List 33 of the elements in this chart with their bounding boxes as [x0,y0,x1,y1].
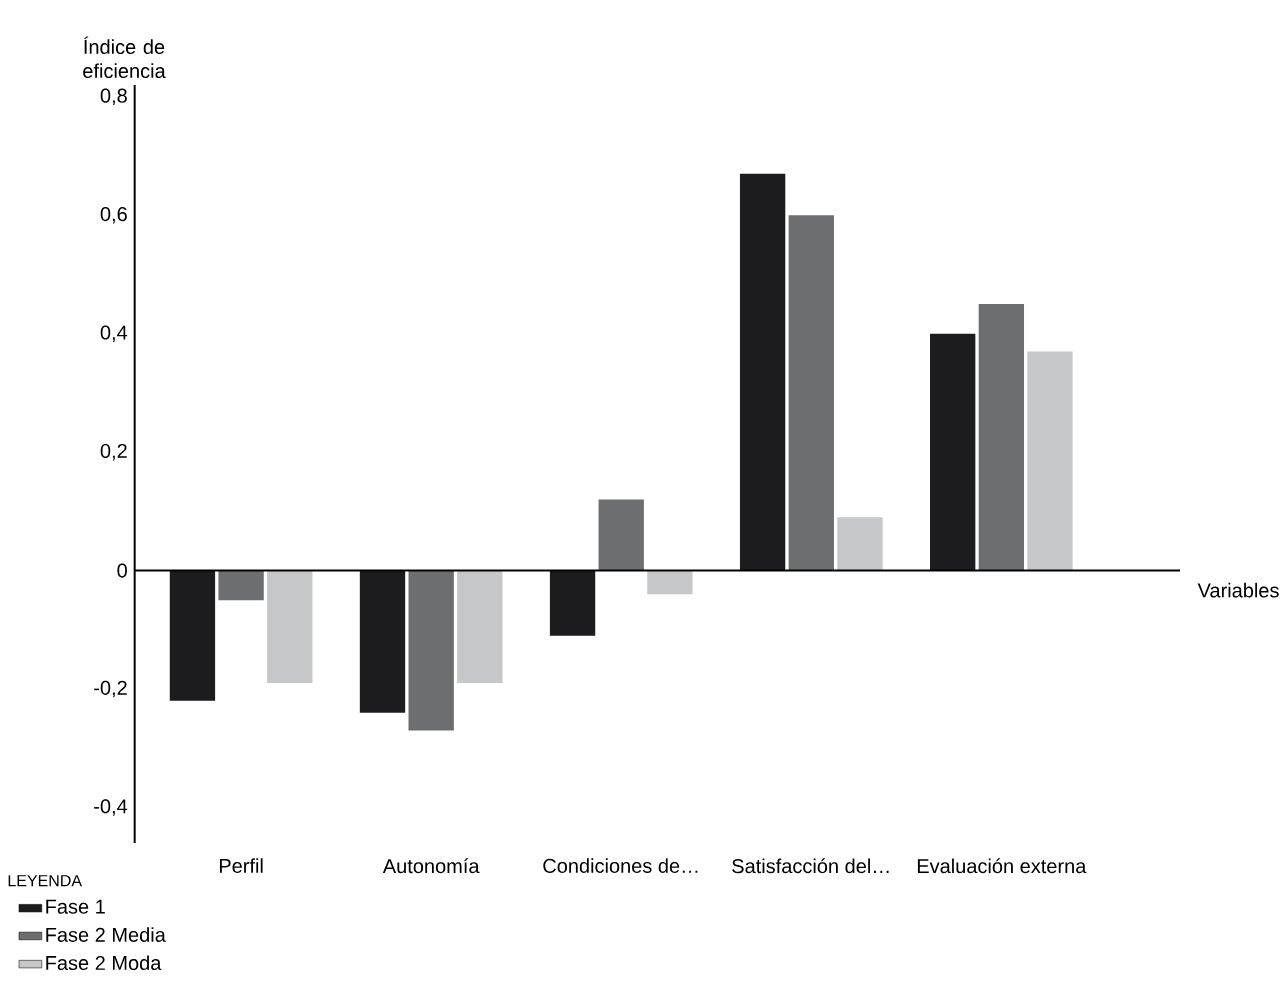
y-tick-label: 0 [117,563,127,578]
legend-label: Fase 2 Media [46,927,166,942]
legend-label: Fase 2 Moda [46,955,162,971]
x-axis-title: Variables [1197,582,1279,598]
legend-title: LEYENDA [8,875,83,887]
y-tick-label: 0,2 [100,443,127,461]
bar [549,570,596,636]
y-tick-label: -0,2 [94,680,127,698]
bar [978,304,1025,571]
bar [408,570,454,731]
bar [930,333,976,571]
x-tick-label: Evaluación externa [917,858,1087,874]
bar [837,517,883,571]
y-tick-label: 0,6 [100,207,127,224]
bar [598,499,644,571]
x-tick-label: Perfil [219,858,263,873]
bar [267,570,313,684]
bar [1027,351,1073,571]
x-tick-label: Satisfacción del… [732,858,889,874]
bar [647,570,693,595]
bar [169,570,216,701]
bar [739,173,786,571]
bar [218,570,264,601]
x-tick-label: Condiciones de… [543,858,698,873]
bar [457,570,503,684]
legend-label: Fase 1 [46,899,105,914]
y-tick-label: 0,4 [100,325,128,342]
x-tick-label: Autonomía [382,858,480,874]
y-axis-title: Índice de eficiencia [83,36,166,79]
bar [788,215,834,571]
y-tick-label: -0,4 [94,799,128,816]
y-tick-label: 0,8 [100,88,127,106]
bar [359,570,406,713]
